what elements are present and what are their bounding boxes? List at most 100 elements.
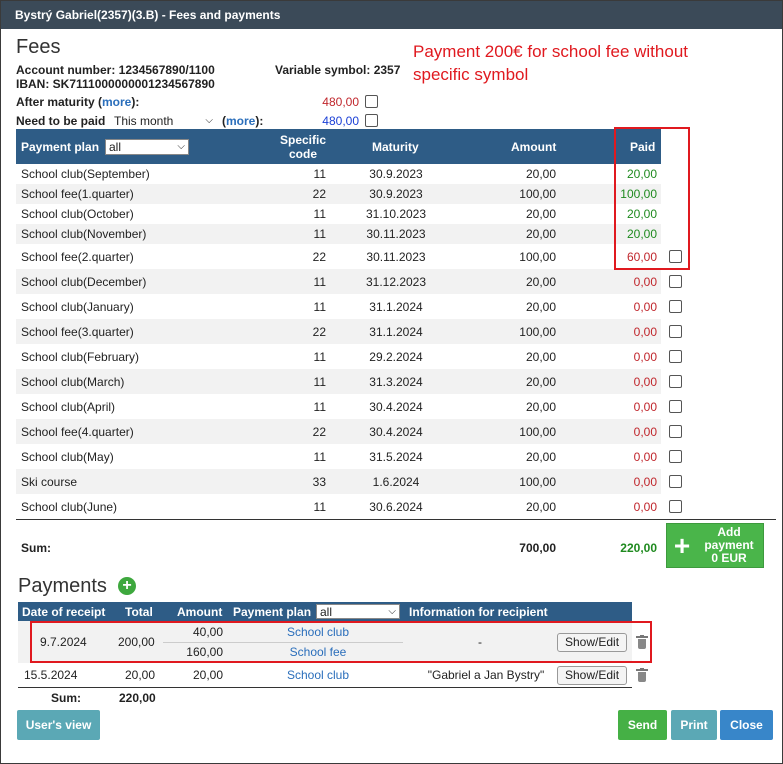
print-button[interactable]: Print [671, 710, 717, 740]
header-payment-plan: Payment plan [21, 139, 100, 154]
fee-maturity: 30.9.2023 [369, 167, 423, 181]
payment-row: 9.7.2024 200,00 40,00 160,00 School club… [18, 621, 632, 663]
fee-amount: 20,00 [525, 449, 556, 464]
show-edit-button[interactable]: Show/Edit [557, 633, 628, 652]
fee-name: School club(October) [21, 207, 134, 221]
fee-paid: 20,00 [626, 167, 657, 181]
need-to-be-paid-select[interactable]: This month ⌵ [111, 112, 216, 129]
fees-heading: Fees [16, 36, 61, 58]
variable-symbol: Variable symbol: 2357 [275, 63, 401, 77]
fee-row-checkbox[interactable] [669, 300, 682, 313]
fee-code: 11 [313, 167, 326, 181]
fee-paid: 20,00 [626, 227, 657, 241]
send-button[interactable]: Send [618, 710, 667, 740]
fee-paid: 0,00 [633, 374, 657, 389]
fee-row: School club(February) 11 29.2.2024 20,00 0,0… [16, 344, 661, 369]
fee-amount: 20,00 [525, 399, 556, 414]
fee-name: School club(May) [21, 449, 114, 464]
fee-name: School fee(1.quarter) [21, 187, 134, 201]
trash-icon[interactable] [636, 635, 648, 649]
fee-code: 22 [312, 249, 326, 264]
fee-code: 11 [313, 349, 326, 364]
fee-amount: 20,00 [525, 207, 556, 221]
header-amount: Amount [511, 139, 557, 154]
fee-row-checkbox[interactable] [669, 450, 682, 463]
fee-maturity: 31.1.2024 [369, 299, 423, 314]
users-view-button[interactable]: User's view [17, 710, 100, 740]
fee-code: 11 [313, 227, 326, 241]
header-date: Date of receipt [22, 604, 106, 619]
fee-paid: 0,00 [633, 274, 657, 289]
fee-amount: 100,00 [519, 249, 556, 264]
chevron-down-icon: ⌵ [388, 606, 396, 617]
header-plan: Payment plan [233, 604, 312, 619]
fee-amount: 100,00 [519, 474, 556, 489]
need-more-link[interactable]: more [226, 114, 256, 128]
add-payment-icon[interactable]: + [118, 577, 136, 595]
payment-split-plan-link[interactable]: School club [286, 625, 350, 639]
fee-row-checkbox[interactable] [669, 250, 682, 263]
fee-maturity: 29.2.2024 [369, 349, 423, 364]
after-maturity-more-link[interactable]: more [102, 95, 132, 109]
fee-code: 11 [313, 449, 326, 464]
fee-row-checkbox[interactable] [669, 325, 682, 338]
fee-paid: 20,00 [626, 207, 657, 221]
fee-code: 22 [312, 324, 326, 339]
fees-sum-paid: 220,00 [620, 541, 657, 555]
fee-row: School club(March) 11 31.3.2024 20,00 0,00 [16, 369, 661, 394]
close-button[interactable]: Close [720, 710, 773, 740]
fee-row: Ski course 33 1.6.2024 100,00 0,00 [16, 469, 661, 494]
header-info: Information for recipient [409, 604, 548, 619]
plus-icon: + [673, 529, 691, 561]
payment-date: 9.7.2024 [40, 635, 87, 649]
fee-maturity: 1.6.2024 [372, 474, 420, 489]
fee-row-checkbox[interactable] [669, 375, 682, 388]
payments-plan-select[interactable]: all ⌵ [316, 604, 400, 619]
fee-row-checkbox[interactable] [669, 400, 682, 413]
fee-row-checkbox[interactable] [669, 275, 682, 288]
sum-divider [16, 519, 776, 520]
fee-row: School fee(3.quarter) 22 31.1.2024 100,00 0,… [16, 319, 661, 344]
after-maturity-checkbox[interactable] [365, 95, 378, 108]
fee-row-checkbox[interactable] [669, 500, 682, 513]
annotation-text: Payment 200€ for school fee without spec… [413, 40, 688, 86]
payment-info: - [478, 635, 482, 649]
fee-name: School fee(3.quarter) [21, 324, 134, 339]
fee-name: School club(March) [21, 374, 125, 389]
fee-row-checkbox[interactable] [669, 475, 682, 488]
payments-sum-label: Sum: [51, 691, 81, 705]
fee-amount: 20,00 [525, 499, 556, 514]
fee-row: School fee(2.quarter) 22 30.11.2023 100,00 6… [16, 244, 661, 269]
need-to-be-paid-label: Need to be paid [16, 114, 106, 128]
payment-plan-select-value: all [109, 139, 122, 154]
payment-split-amount: 20,00 [192, 668, 223, 682]
fee-paid: 0,00 [633, 349, 657, 364]
need-checkbox[interactable] [365, 114, 378, 127]
fee-maturity: 31.3.2024 [369, 374, 423, 389]
payment-plan-select[interactable]: all ⌵ [105, 138, 189, 155]
add-payment-button[interactable]: + Add payment 0 EUR [666, 523, 764, 568]
payments-heading: Payments [18, 575, 107, 597]
fee-maturity: 30.6.2024 [369, 499, 423, 514]
account-number: Account number: 1234567890/1100 [16, 63, 215, 77]
show-edit-button[interactable]: Show/Edit [557, 666, 628, 685]
trash-icon[interactable] [636, 668, 648, 682]
fee-name: School club(January) [21, 299, 134, 314]
header-maturity: Maturity [372, 139, 419, 154]
fee-paid: 0,00 [633, 324, 657, 339]
annotation-highlight-paid [614, 127, 690, 270]
need-more-wrapper: (more): [222, 114, 264, 128]
fee-row-checkbox[interactable] [669, 425, 682, 438]
payment-split-plan-link[interactable]: School fee [289, 645, 347, 659]
fee-name: School fee(2.quarter) [21, 249, 134, 264]
fee-code: 11 [313, 207, 326, 221]
fee-name: School club(February) [21, 349, 140, 364]
fee-row-checkbox[interactable] [669, 350, 682, 363]
payment-row: 15.5.2024 20,00 20,00 School club "Gabri… [18, 665, 632, 685]
fee-maturity: 31.12.2023 [365, 274, 427, 289]
need-value: 480,00 [322, 114, 359, 128]
payment-split-plan-link[interactable]: School club [286, 668, 350, 682]
fee-code: 33 [312, 474, 326, 489]
fee-maturity: 31.10.2023 [365, 207, 427, 221]
fees-sum-label: Sum: [21, 541, 51, 555]
